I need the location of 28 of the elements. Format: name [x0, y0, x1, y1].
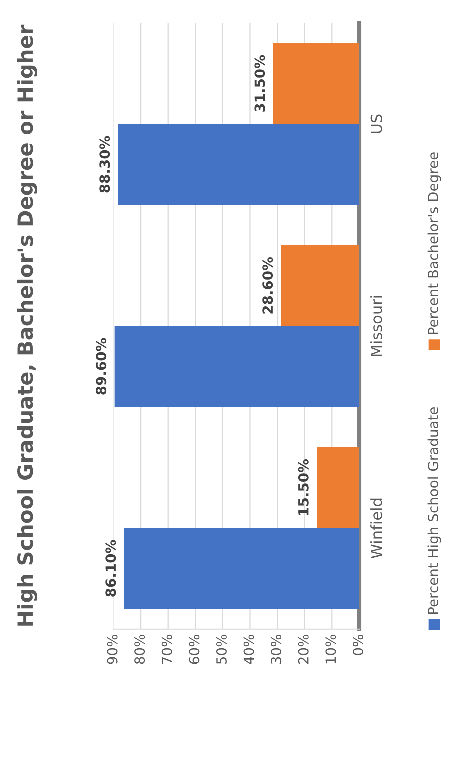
- x-tick-label: 70%: [162, 635, 172, 664]
- data-label: 86.10%: [106, 540, 116, 597]
- bar: [317, 448, 360, 528]
- y-tick-label: Missouri: [370, 296, 382, 356]
- text: Percent Bachelor's Degree: [428, 152, 442, 334]
- data-label: 88.30%: [100, 136, 110, 193]
- data-label: 28.60%: [262, 257, 274, 314]
- x-tick-label: 30%: [271, 635, 282, 664]
- text: High School Graduate, Bachelor's Degree or Higher: [17, 24, 38, 626]
- x-tick-label: 60%: [189, 635, 200, 664]
- data-label: 89.60%: [96, 338, 107, 395]
- bar: [281, 246, 360, 326]
- bar: [273, 44, 360, 124]
- bar: [114, 326, 360, 408]
- x-tick-label: 20%: [298, 635, 309, 664]
- x-tick-label: 80%: [134, 635, 146, 664]
- x-tick-label: 90%: [107, 635, 118, 664]
- x-tick-label: 0%: [352, 634, 364, 656]
- y-tick-label: US: [370, 114, 382, 134]
- y-tick-label: Winfield: [370, 498, 382, 559]
- bar: [118, 124, 360, 206]
- x-tick-label: 10%: [326, 635, 336, 664]
- text: Percent High School Graduate: [428, 408, 442, 614]
- data-label: 31.50%: [254, 55, 266, 112]
- data-label: 15.50%: [298, 459, 309, 516]
- bar: [124, 528, 360, 610]
- x-tick-label: 40%: [244, 635, 254, 664]
- x-tick-label: 50%: [216, 635, 227, 664]
